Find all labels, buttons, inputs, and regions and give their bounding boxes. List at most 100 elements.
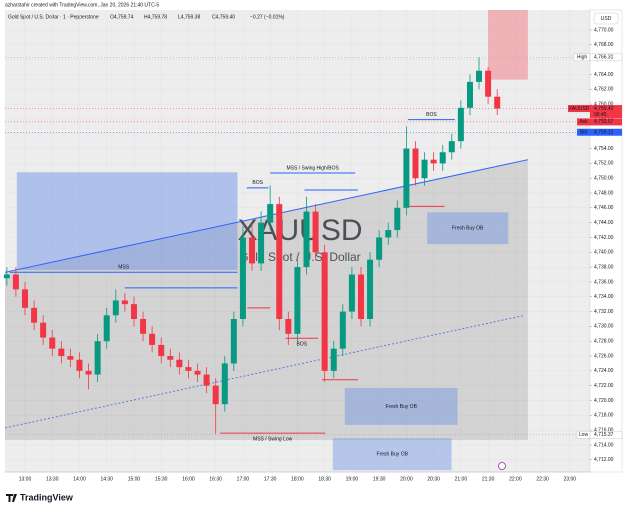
x-tick-label: 14:00 [73,476,86,482]
ohlc-label: O4,759.74 [110,14,134,20]
x-tick-label: 20:00 [400,476,413,482]
x-tick-label: 15:00 [128,476,141,482]
candle-body [358,274,365,319]
x-tick-label: 17:00 [237,476,250,482]
price-tag-value: 4,759.40 [594,106,614,112]
candle-body [121,300,128,305]
x-tick-label: 14:30 [100,476,113,482]
candle-body [12,274,19,290]
candle-body [21,289,28,308]
x-tick-label: 15:30 [155,476,168,482]
price-tag-bg [589,53,623,62]
x-tick-label: 21:00 [455,476,468,482]
y-tick-label: 4,738.00 [594,264,614,270]
level-label: MSS / Swing High/BOS [287,165,340,171]
y-tick-label: 4,770.00 [594,27,614,33]
x-tick-label: 16:00 [182,476,195,482]
x-tick-label: 16:30 [209,476,222,482]
candle-body [149,333,156,345]
price-tag-name-bg [568,105,590,113]
y-tick-label: 4,724.00 [594,368,614,374]
level-label: BOS [426,112,437,118]
candle-body [294,267,301,334]
y-tick-label: 4,728.00 [594,339,614,345]
y-tick-label: 4,712.00 [594,457,614,463]
y-tick-label: 4,722.00 [594,383,614,389]
price-tag-name: Low [579,432,589,438]
x-tick-label: 13:00 [19,476,32,482]
candle-body [285,318,292,334]
watermark-name: Gold Spot / U.S. Dollar [239,250,360,264]
y-tick-label: 4,734.00 [594,294,614,300]
candle-body [94,341,101,375]
candle-body [76,359,83,371]
zone [16,172,238,271]
candle-body [58,348,65,357]
x-tick-label: 18:30 [318,476,331,482]
price-tag-value: 4,715.37 [594,432,614,438]
candle-body [249,237,256,264]
zone-label: Fresh Buy OB [386,404,418,410]
candle-body [439,152,446,164]
candle-body [321,252,328,371]
candle-body [239,237,246,319]
x-tick-label: 18:00 [291,476,304,482]
candle-body [276,204,283,319]
logo [6,494,17,502]
y-tick-label: 4,754.00 [594,146,614,152]
x-tick-label: 22:30 [536,476,549,482]
header: azharstahir created with TradingView.com… [5,2,159,8]
price-tag-value: 4,766.31 [594,55,614,61]
candle-body [457,107,464,142]
candle-body [466,81,473,108]
y-tick-label: 4,730.00 [594,324,614,330]
candle-body [212,385,219,405]
trendline [4,314,525,429]
candle-body [485,70,492,97]
price-tag-name: Ask [579,119,588,125]
event-icon[interactable] [498,462,506,470]
y-tick-label: 4,762.00 [594,87,614,93]
candle-body [3,274,10,279]
countdown: 00:45 [594,112,607,118]
y-tick-label: 4,742.00 [594,235,614,241]
candle-body [385,230,392,238]
y-tick-label: 4,726.00 [594,353,614,359]
candle-body [230,318,237,364]
candle-body [185,367,192,371]
y-tick-label: 4,714.00 [594,442,614,448]
candle-body [367,259,374,319]
candle-body [112,300,119,316]
zone [427,212,509,245]
y-tick-label: 4,752.00 [594,161,614,167]
price-tag-name-bg [577,128,590,136]
footer: TradingView [20,492,74,502]
symbol-info: Gold Spot / U.S. Dollar · 1 · Pepperston… [8,14,99,20]
y-tick-label: 4,732.00 [594,309,614,315]
x-tick-label: 17:30 [264,476,277,482]
x-tick-label: 19:30 [373,476,386,482]
candle-body [85,370,92,375]
candle-body [267,204,274,223]
price-tag-value: 4,759.57 [594,119,614,125]
x-tick-label: 21:30 [482,476,495,482]
candle-body [167,356,174,360]
x-tick-label: 23:00 [564,476,577,482]
ohlc-label: H4,759.78 [144,14,167,20]
zone [344,387,458,425]
y-tick-label: 4,716.00 [594,427,614,433]
x-tick-label: 19:00 [346,476,359,482]
candle-body [339,311,346,349]
candle-body [194,370,201,375]
candle-body [49,337,56,349]
zone-label: Fresh Buy OB [452,226,484,232]
y-tick-label: 4,760.00 [594,101,614,107]
candle-body [221,363,228,405]
currency[interactable]: USD [601,16,612,22]
price-tag-bg [590,105,622,119]
candle-body [448,141,455,153]
y-tick-label: 4,718.00 [594,413,614,419]
candle-body [158,344,165,357]
currency-button[interactable] [593,12,619,25]
